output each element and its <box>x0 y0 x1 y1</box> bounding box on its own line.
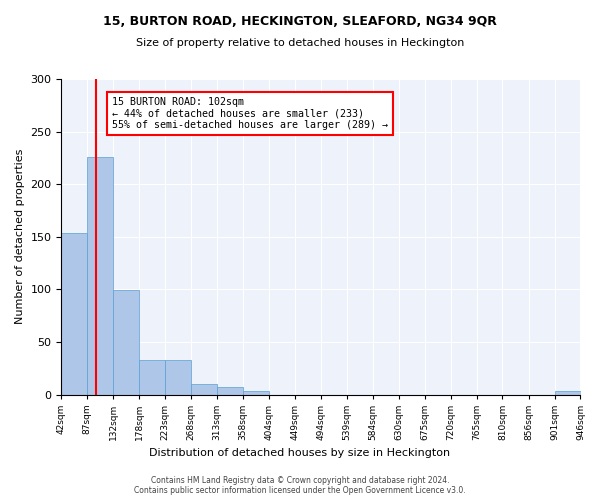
Text: Distribution of detached houses by size in Heckington: Distribution of detached houses by size … <box>149 448 451 458</box>
Text: 15, BURTON ROAD, HECKINGTON, SLEAFORD, NG34 9QR: 15, BURTON ROAD, HECKINGTON, SLEAFORD, N… <box>103 15 497 28</box>
Bar <box>87 157 113 394</box>
Bar <box>113 290 139 395</box>
Text: Size of property relative to detached houses in Heckington: Size of property relative to detached ho… <box>136 38 464 48</box>
Bar <box>166 360 191 394</box>
Text: Contains HM Land Registry data © Crown copyright and database right 2024.
Contai: Contains HM Land Registry data © Crown c… <box>134 476 466 495</box>
Bar <box>243 392 269 394</box>
Bar <box>554 392 581 394</box>
Bar <box>139 360 166 394</box>
Bar <box>217 387 243 394</box>
Text: 15 BURTON ROAD: 102sqm
← 44% of detached houses are smaller (233)
55% of semi-de: 15 BURTON ROAD: 102sqm ← 44% of detached… <box>112 97 388 130</box>
Y-axis label: Number of detached properties: Number of detached properties <box>15 149 25 324</box>
Bar <box>61 232 87 394</box>
Bar <box>191 384 217 394</box>
